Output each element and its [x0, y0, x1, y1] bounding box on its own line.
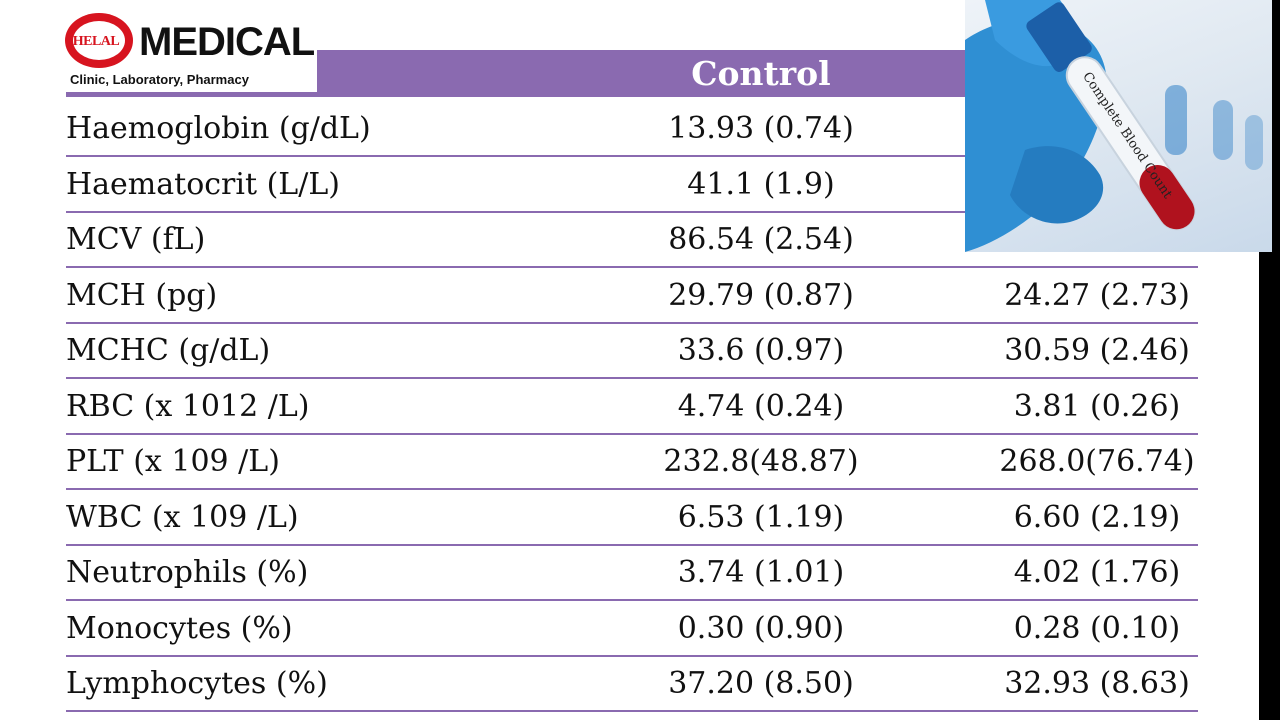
background-tube: [1245, 115, 1263, 170]
blood-sample: [1139, 165, 1195, 230]
control-value: 0.30 (0.90): [677, 610, 845, 646]
background-tube: [1213, 100, 1233, 160]
clinic-logo: HELAL MEDICAL Clinic, Laboratory, Pharma…: [62, 12, 317, 92]
row-label: MCV (fL): [66, 222, 206, 257]
row-label: Lymphocytes (%): [66, 666, 328, 701]
row-label: Monocytes (%): [66, 610, 293, 646]
logo-brand-text: HELAL: [72, 34, 120, 49]
control-value: 6.53 (1.19): [677, 499, 845, 535]
control-value: 3.74 (1.01): [677, 555, 845, 590]
control-value: 33.6 (0.97): [677, 333, 845, 368]
table-row: MCV (fL) 86.54 (2.54): [66, 211, 1198, 268]
comparison-value: 3.81 (0.26): [1013, 388, 1181, 424]
table-row: WBC (x 109 /L) 6.53 (1.19) 6.60 (2.19): [66, 489, 1198, 546]
background-tube: [1165, 85, 1187, 155]
table-row: PLT (x 109 /L) 232.8(48.87) 268.0(76.74): [66, 433, 1198, 490]
glove-thumb: [1010, 146, 1104, 224]
row-label: MCHC (g/dL): [66, 333, 271, 368]
comparison-value: 4.02 (1.76): [1013, 555, 1181, 590]
row-label: Haematocrit (L/L): [66, 166, 340, 202]
table-row: Haematocrit (L/L) 41.1 (1.9): [66, 156, 1198, 213]
comparison-value: 24.27 (2.73): [1004, 277, 1190, 313]
table-row: MCHC (g/dL) 33.6 (0.97) 30.59 (2.46): [66, 322, 1198, 379]
control-value: 232.8(48.87): [663, 444, 859, 479]
table-row: Neutrophils (%) 3.74 (1.01) 4.02 (1.76): [66, 544, 1198, 601]
control-value: 4.74 (0.24): [677, 388, 845, 424]
row-label: PLT (x 109 /L): [66, 444, 280, 479]
comparison-value: 268.0(76.74): [999, 444, 1195, 479]
logo-title: MEDICAL: [139, 20, 315, 64]
photo-illustration: [965, 0, 1263, 252]
row-label: Haemoglobin (g/dL): [66, 111, 371, 146]
comparison-value: 0.28 (0.10): [1013, 610, 1181, 646]
tube-cap: [1026, 2, 1092, 72]
table-row: Haemoglobin (g/dL) 13.93 (0.74): [66, 100, 1198, 157]
table-row: Lymphocytes (%) 37.20 (8.50) 32.93 (8.63): [66, 655, 1198, 712]
logo-emblem: [65, 13, 133, 68]
control-value: 13.93 (0.74): [668, 111, 854, 146]
comparison-value: 32.93 (8.63): [1004, 666, 1190, 701]
table-row: MCH (pg) 29.79 (0.87) 24.27 (2.73): [66, 267, 1198, 324]
header-control: Control: [691, 54, 831, 93]
table-row: Monocytes (%) 0.30 (0.90) 0.28 (0.10): [66, 600, 1198, 657]
control-value: 41.1 (1.9): [687, 166, 835, 202]
row-label: Neutrophils (%): [66, 555, 309, 590]
control-value: 29.79 (0.87): [668, 277, 854, 313]
comparison-value: 6.60 (2.19): [1013, 499, 1181, 535]
row-label: MCH (pg): [66, 277, 218, 313]
row-label: WBC (x 109 /L): [66, 499, 299, 535]
comparison-value: 30.59 (2.46): [1004, 333, 1190, 368]
control-value: 86.54 (2.54): [668, 222, 854, 257]
control-value: 37.20 (8.50): [668, 666, 854, 701]
blood-tube-photo: [965, 0, 1272, 252]
row-label: RBC (x 1012 /L): [66, 388, 310, 424]
logo-subtitle: Clinic, Laboratory, Pharmacy: [70, 72, 249, 87]
table-row: RBC (x 1012 /L) 4.74 (0.24) 3.81 (0.26): [66, 378, 1198, 435]
